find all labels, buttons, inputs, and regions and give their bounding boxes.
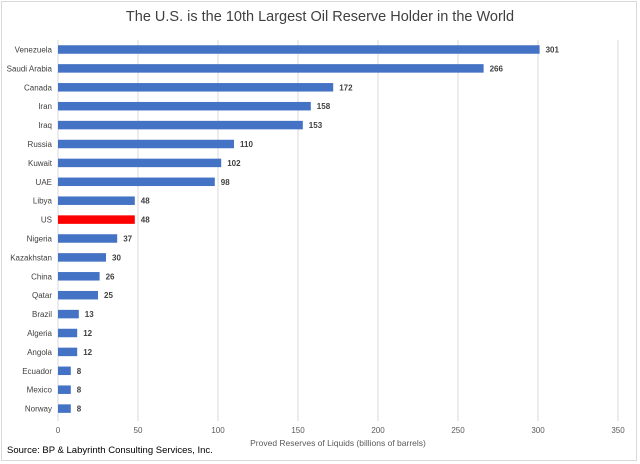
x-axis-label: Proved Reserves of Liquids (billions of … xyxy=(250,438,426,448)
category-label: Russia xyxy=(28,140,53,149)
value-label: 8 xyxy=(77,367,82,376)
value-label: 8 xyxy=(77,405,82,414)
category-label: Ecuador xyxy=(22,367,52,376)
x-tick-label: 250 xyxy=(451,426,465,435)
bar-uae xyxy=(58,177,215,187)
category-label: Libya xyxy=(33,197,53,206)
value-label: 301 xyxy=(546,46,560,55)
value-label: 12 xyxy=(83,348,92,357)
x-tick-label: 0 xyxy=(56,426,61,435)
category-label: Norway xyxy=(25,405,52,414)
value-label: 48 xyxy=(141,216,150,225)
value-label: 30 xyxy=(112,253,121,262)
category-label: Angola xyxy=(27,348,52,357)
bar-saudi-arabia xyxy=(58,64,484,73)
value-label: 37 xyxy=(123,235,132,244)
value-label: 266 xyxy=(490,64,504,73)
value-label: 172 xyxy=(339,83,353,92)
category-label: US xyxy=(41,216,52,225)
x-tick-label: 150 xyxy=(291,426,305,435)
value-label: 48 xyxy=(141,197,150,206)
value-label: 153 xyxy=(309,121,323,130)
bar-angola xyxy=(58,347,78,357)
bar-us xyxy=(58,215,135,224)
bar-libya xyxy=(58,196,135,205)
category-label: Kuwait xyxy=(28,159,53,168)
category-label: Nigeria xyxy=(27,235,53,244)
category-label: Qatar xyxy=(32,291,52,300)
bar-venezuela xyxy=(58,45,540,54)
bar-canada xyxy=(58,83,334,92)
bar-iraq xyxy=(58,120,303,130)
category-label: UAE xyxy=(36,178,52,187)
category-label: Canada xyxy=(24,83,53,92)
bar-kazakhstan xyxy=(58,253,106,262)
bar-kuwait xyxy=(58,158,222,168)
bar-norway xyxy=(58,404,71,413)
category-label: Algeria xyxy=(27,329,52,338)
bar-russia xyxy=(58,139,234,149)
value-label: 110 xyxy=(240,140,253,149)
value-label: 13 xyxy=(85,310,94,319)
value-label: 98 xyxy=(221,178,230,187)
bar-ecuador xyxy=(58,366,71,376)
value-label: 158 xyxy=(317,102,331,111)
value-label: 8 xyxy=(77,386,82,395)
value-label: 12 xyxy=(83,329,92,338)
x-tick-label: 50 xyxy=(134,426,143,435)
source-note: Source: BP & Labyrinth Consulting Servic… xyxy=(7,445,213,456)
value-label: 26 xyxy=(106,272,115,281)
x-tick-label: 350 xyxy=(611,426,625,435)
category-label: Brazil xyxy=(32,310,52,319)
category-label: Iran xyxy=(38,102,52,111)
chart-title: The U.S. is the 10th Largest Oil Reserve… xyxy=(125,9,515,25)
x-tick-label: 200 xyxy=(371,426,385,435)
category-label: Iraq xyxy=(38,121,52,130)
bar-algeria xyxy=(58,328,78,338)
x-tick-label: 100 xyxy=(211,426,225,435)
category-label: China xyxy=(31,272,52,281)
bar-iran xyxy=(58,101,311,111)
category-label: Mexico xyxy=(27,386,53,395)
category-label: Venezuela xyxy=(15,46,53,55)
bar-qatar xyxy=(58,290,98,300)
bar-china xyxy=(58,272,100,281)
bar-nigeria xyxy=(58,234,118,243)
category-label: Saudi Arabia xyxy=(7,64,53,73)
value-label: 102 xyxy=(227,159,241,168)
category-label: Kazakhstan xyxy=(10,253,52,262)
bar-mexico xyxy=(58,385,71,394)
x-tick-label: 300 xyxy=(531,426,545,435)
value-label: 25 xyxy=(104,291,113,300)
bar-brazil xyxy=(58,309,79,319)
